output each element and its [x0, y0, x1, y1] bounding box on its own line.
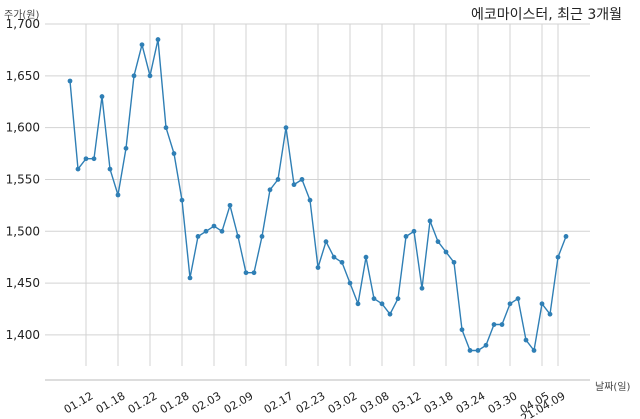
price-point: [419, 285, 425, 291]
price-point: [267, 187, 273, 193]
price-point: [259, 234, 265, 239]
x-tick-label: 03.30: [486, 389, 520, 416]
price-point: [123, 145, 129, 151]
price-point: [403, 234, 409, 239]
price-point: [387, 311, 393, 317]
y-tick-label: 1,600: [6, 121, 40, 135]
price-point: [555, 254, 561, 260]
price-point: [203, 228, 209, 234]
price-point: [315, 265, 321, 270]
price-point: [131, 73, 137, 79]
price-point: [235, 234, 241, 239]
price-point: [451, 259, 457, 265]
price-point: [243, 270, 249, 276]
y-tick-label: 1,550: [6, 172, 40, 186]
x-tick-label: 01.18: [94, 389, 128, 416]
y-axis: 1,400 1,450 1,500 1,550 1,600 1,650 1,700: [6, 17, 40, 342]
price-point: [459, 327, 465, 333]
price-point: [531, 348, 537, 353]
price-point: [107, 166, 113, 172]
price-point: [499, 322, 505, 327]
price-point: [227, 202, 233, 208]
price-point: [139, 42, 145, 48]
price-point: [475, 348, 481, 353]
price-point: [395, 296, 401, 302]
price-point: [67, 78, 73, 84]
price-point: [347, 280, 353, 286]
price-point: [491, 322, 497, 327]
price-point: [547, 311, 553, 317]
price-point: [179, 197, 185, 203]
x-tick-label: 03.18: [422, 389, 456, 416]
price-point: [283, 125, 289, 131]
price-point: [515, 296, 521, 302]
y-tick-label: 1,450: [6, 276, 40, 290]
x-tick-label: 03.12: [390, 389, 424, 416]
x-tick-label: 01.28: [158, 389, 192, 416]
price-point: [91, 156, 97, 162]
price-point: [427, 218, 433, 224]
price-point: [115, 192, 121, 198]
price-point: [563, 234, 569, 239]
grid: [45, 23, 590, 366]
x-tick-label: 03.24: [454, 389, 488, 416]
series-layer: [67, 37, 569, 353]
price-point: [291, 182, 297, 188]
price-point: [171, 151, 177, 156]
price-point: [251, 270, 257, 276]
price-point: [331, 254, 337, 260]
price-point: [483, 342, 489, 348]
price-point: [507, 301, 513, 307]
x-tick-label: 02.17: [262, 389, 296, 416]
y-tick-label: 1,650: [6, 69, 40, 83]
price-point: [355, 301, 361, 307]
price-point: [163, 125, 169, 131]
price-point: [275, 177, 281, 182]
price-point: [339, 259, 345, 265]
price-point: [75, 166, 81, 172]
y-axis-title: 주가(원): [4, 10, 40, 21]
price-point: [523, 337, 529, 343]
price-point: [443, 249, 449, 255]
price-point: [83, 156, 89, 162]
x-axis-title: 날짜(일): [595, 382, 631, 393]
x-tick-label: 03.02: [326, 389, 360, 416]
price-point: [363, 254, 369, 260]
price-point: [467, 348, 473, 353]
price-point: [371, 296, 377, 302]
x-tick-label: 02.23: [294, 389, 328, 416]
price-point: [539, 301, 545, 307]
chart-title: 에코마이스터, 최근 3개월: [470, 7, 622, 23]
price-point: [147, 73, 153, 79]
x-tick-label: 01.12: [62, 389, 96, 416]
price-point: [299, 177, 305, 182]
y-tick-label: 1,400: [6, 328, 40, 342]
price-point: [211, 223, 217, 229]
x-tick-label: 02.09: [222, 389, 256, 416]
price-point: [195, 234, 201, 239]
price-point: [155, 37, 161, 42]
x-tick-label: 03.08: [358, 389, 392, 416]
price-point: [379, 301, 385, 307]
y-tick-label: 1,500: [6, 224, 40, 238]
x-tick-label: 01.22: [126, 389, 160, 416]
y-tick-label: 1,700: [6, 17, 40, 31]
price-point: [99, 94, 105, 99]
price-point: [307, 197, 313, 203]
x-tick-label: 02.03: [190, 389, 224, 416]
price-point: [323, 239, 329, 245]
price-point: [435, 239, 441, 245]
price-point: [411, 228, 417, 234]
price-point: [219, 228, 225, 234]
price-point: [187, 275, 193, 281]
